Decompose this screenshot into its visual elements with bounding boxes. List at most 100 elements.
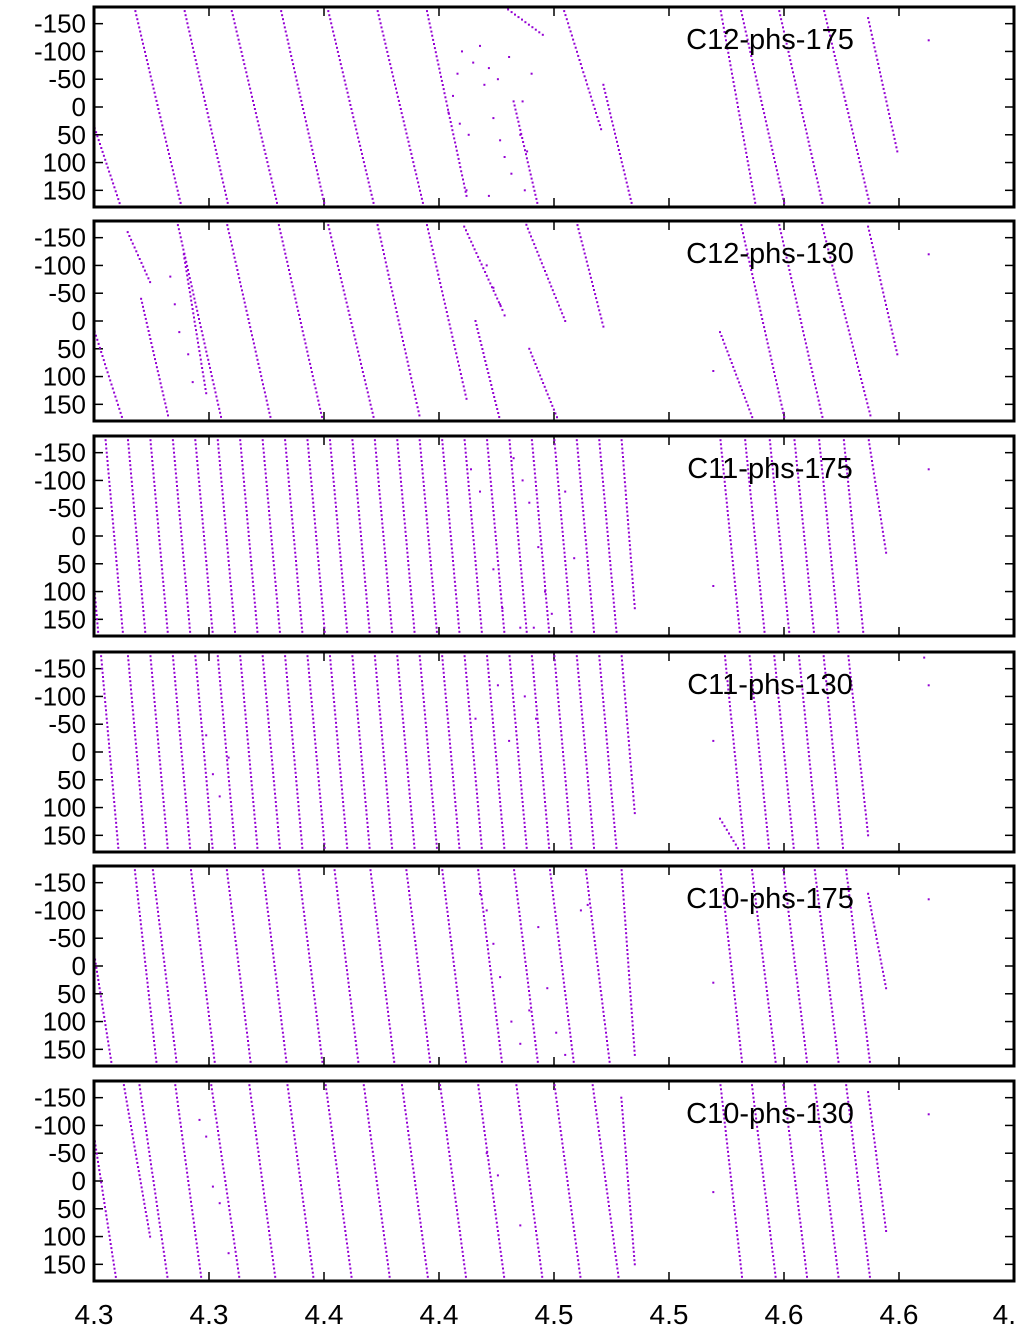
data-point [625, 494, 627, 496]
data-point [786, 780, 788, 782]
data-point [727, 514, 729, 516]
data-point [865, 814, 867, 816]
data-point [731, 73, 733, 75]
data-point [730, 548, 732, 550]
data-point [200, 506, 202, 508]
data-point [432, 249, 434, 251]
data-point [928, 468, 930, 470]
data-point [99, 987, 101, 989]
data-point [555, 460, 557, 462]
data-point [754, 705, 756, 707]
data-point [252, 801, 254, 803]
data-point [819, 448, 821, 450]
data-point [585, 543, 587, 545]
data-point [633, 804, 635, 806]
data-point [872, 464, 874, 466]
data-point [756, 294, 758, 296]
data-point [436, 631, 438, 633]
data-point [587, 88, 589, 90]
data-point [851, 518, 853, 520]
data-point [588, 577, 590, 579]
data-point [539, 531, 541, 533]
data-point [176, 481, 178, 483]
data-point [203, 380, 205, 382]
data-point [105, 709, 107, 711]
data-point [399, 464, 401, 466]
data-point [538, 730, 540, 732]
data-point [830, 726, 832, 728]
data-point [204, 982, 206, 984]
data-point [590, 598, 592, 600]
data-point [885, 96, 887, 98]
data-point [312, 153, 314, 155]
data-point [187, 610, 189, 612]
data-point [195, 659, 197, 661]
data-point [521, 789, 523, 791]
data-point [236, 948, 238, 950]
data-point [265, 473, 267, 475]
data-point [588, 573, 590, 575]
data-point [253, 805, 255, 807]
data-point [450, 121, 452, 123]
data-point [239, 655, 241, 657]
data-point [544, 386, 546, 388]
data-point [490, 485, 492, 487]
data-point [807, 351, 809, 353]
data-point [495, 759, 497, 761]
data-point [889, 117, 891, 119]
data-point [467, 693, 469, 695]
data-point [240, 982, 242, 984]
data-point [546, 602, 548, 604]
data-point [604, 718, 606, 720]
data-point [178, 194, 180, 196]
data-point [560, 309, 562, 311]
data-point [271, 543, 273, 545]
data-point [271, 940, 273, 942]
data-point [568, 814, 570, 816]
data-point [294, 71, 296, 73]
data-point [155, 96, 157, 98]
data-point [550, 401, 552, 403]
data-point [757, 564, 759, 566]
data-point [578, 460, 580, 462]
data-point [542, 776, 544, 778]
data-point [409, 149, 411, 151]
data-point [402, 506, 404, 508]
data-point [222, 493, 224, 495]
data-point [454, 581, 456, 583]
data-point [447, 502, 449, 504]
data-point [225, 194, 227, 196]
data-point [778, 391, 780, 393]
data-point [712, 740, 714, 742]
data-point [630, 561, 632, 563]
data-point [111, 179, 113, 181]
data-point [812, 797, 814, 799]
data-point [153, 477, 155, 479]
data-point [180, 531, 182, 533]
data-point [496, 298, 498, 300]
data-point [257, 120, 259, 122]
data-point [292, 743, 294, 745]
data-point [101, 1004, 103, 1006]
data-point [387, 805, 389, 807]
data-point [731, 552, 733, 554]
data-point [208, 805, 210, 807]
data-point [742, 135, 744, 137]
data-point [240, 47, 242, 49]
data-point [367, 614, 369, 616]
data-point [787, 623, 789, 625]
data-point [626, 182, 628, 184]
data-point [736, 598, 738, 600]
data-point [404, 527, 406, 529]
data-point [197, 342, 199, 344]
data-point [537, 726, 539, 728]
data-point [161, 124, 163, 126]
data-point [365, 585, 367, 587]
data-point [400, 485, 402, 487]
data-point [251, 568, 253, 570]
y-tick-label: 150 [43, 175, 86, 205]
data-point [196, 456, 198, 458]
data-point [629, 544, 631, 546]
data-point [763, 112, 765, 114]
data-point [353, 452, 355, 454]
